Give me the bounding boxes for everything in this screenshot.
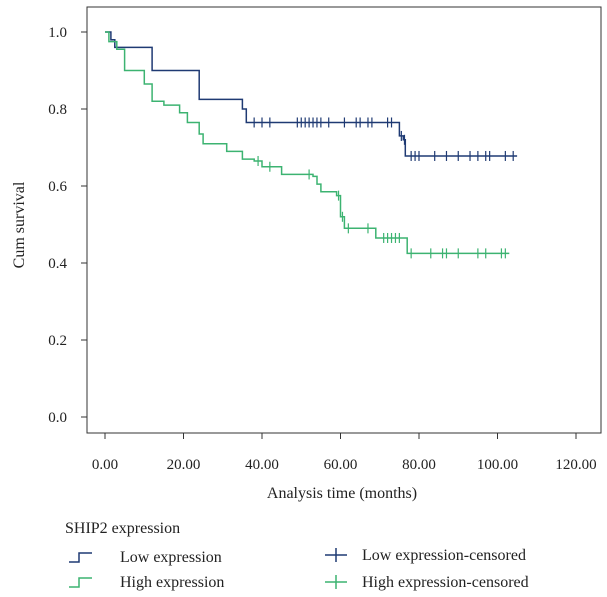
- legend-low-censored-label: Low expression-censored: [362, 547, 526, 564]
- y-axis: 0.0 0.2 0.4 0.6 0.8 1.0: [48, 25, 87, 426]
- y-tick-label: 0.4: [48, 256, 67, 272]
- x-tick-label: 0.00: [92, 457, 118, 473]
- legend-high-step-icon: [69, 577, 92, 588]
- x-axis: 0.00 20.00 40.00 60.00 80.00 100.00 120.00: [92, 433, 597, 473]
- y-tick-label: 0.8: [48, 102, 67, 118]
- x-tick-label: 100.00: [477, 457, 518, 473]
- legend-title: SHIP2 expression: [65, 520, 180, 537]
- legend-high-censored-label: High expression-censored: [362, 574, 529, 591]
- x-tick-label: 20.00: [167, 457, 201, 473]
- plot-frame: [86, 6, 602, 434]
- legend-low-censored-icon: [325, 548, 347, 562]
- legend-high-label: High expression: [120, 574, 224, 591]
- y-tick-label: 0.0: [48, 410, 67, 426]
- y-axis-title: Cum survival: [11, 181, 28, 268]
- legend-low-label: Low expression: [120, 549, 222, 566]
- series-line-high: [105, 31, 510, 255]
- series-line-low: [105, 31, 518, 157]
- x-tick-label: 80.00: [402, 457, 436, 473]
- x-tick-label: 120.00: [555, 457, 596, 473]
- y-tick-label: 0.2: [48, 333, 67, 349]
- x-axis-title: Analysis time (months): [267, 485, 417, 502]
- legend: SHIP2 expression Low expression High exp…: [65, 520, 529, 591]
- x-tick-label: 40.00: [245, 457, 279, 473]
- legend-high-censored-icon: [325, 575, 347, 589]
- legend-low-step-icon: [69, 552, 92, 563]
- y-tick-label: 0.6: [48, 179, 67, 195]
- series-layer: [105, 31, 518, 259]
- x-tick-label: 60.00: [324, 457, 358, 473]
- y-tick-label: 1.0: [48, 25, 67, 41]
